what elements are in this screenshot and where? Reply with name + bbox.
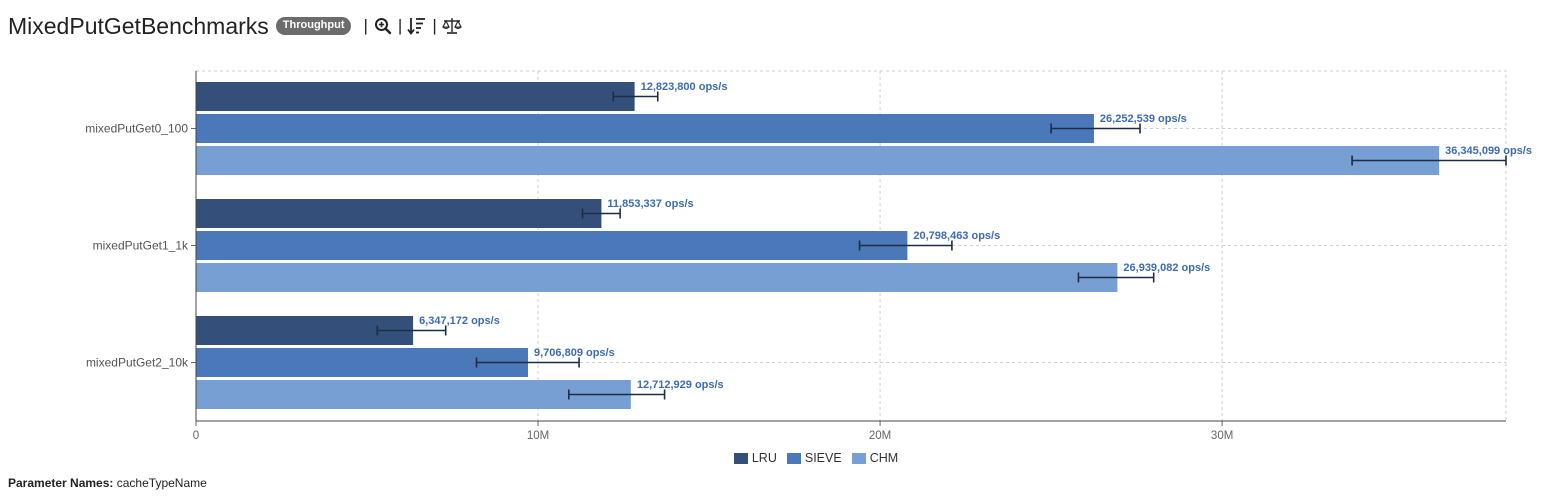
data-label: 26,939,082 ops/s xyxy=(1123,262,1210,274)
category-label: mixedPutGet0_100 xyxy=(85,122,188,136)
data-label: 36,345,099 ops/s xyxy=(1445,145,1532,157)
legend-label: LRU xyxy=(751,451,777,465)
legend-label: SIEVE xyxy=(804,451,842,465)
bar-layer xyxy=(196,82,1507,409)
chart-legend: LRU SIEVE CHM xyxy=(0,451,1545,465)
bar-lru xyxy=(196,82,635,111)
zoom-in-icon xyxy=(374,18,392,35)
parameter-names-label: Parameter Names: xyxy=(8,476,114,490)
category-label: mixedPutGet1_1k xyxy=(93,239,189,253)
legend-item-chm[interactable]: CHM xyxy=(851,451,899,465)
x-tick-label: 20M xyxy=(869,430,891,442)
legend-swatch xyxy=(786,452,801,464)
toolbar-separator: | xyxy=(397,16,403,35)
legend-item-lru[interactable]: LRU xyxy=(733,451,777,465)
sort-button[interactable] xyxy=(406,15,428,37)
data-label: 11,853,337 ops/s xyxy=(607,198,693,210)
bar-chm xyxy=(196,146,1440,175)
bar-sieve xyxy=(196,114,1094,143)
data-label: 26,252,539 ops/s xyxy=(1100,113,1187,125)
scale-balance-icon xyxy=(441,18,462,34)
sort-descending-icon xyxy=(407,18,426,35)
data-label: 9,706,809 ops/s xyxy=(534,347,615,359)
x-tick-label: 30M xyxy=(1211,430,1233,442)
data-label: 12,823,800 ops/s xyxy=(641,81,728,93)
data-label: 6,347,172 ops/s xyxy=(419,315,500,327)
bar-chm xyxy=(196,380,631,409)
bar-sieve xyxy=(196,348,529,377)
compare-button[interactable] xyxy=(441,15,463,37)
legend-item-sieve[interactable]: SIEVE xyxy=(786,451,842,465)
bar-lru xyxy=(196,199,602,228)
category-label: mixedPutGet2_10k xyxy=(86,356,189,370)
legend-label: CHM xyxy=(869,451,899,465)
bar-sieve xyxy=(196,231,908,260)
legend-swatch xyxy=(851,452,866,464)
axis-layer: 0 10M 20M 30M mixedPutGet0_100 mixedPutGet1_1… xyxy=(85,71,1506,442)
label-layer: 12,823,800 ops/s 11,853,337 ops/s 6,347,17… xyxy=(419,81,1532,391)
data-label: 20,798,463 ops/s xyxy=(913,230,1000,242)
parameter-names: Parameter Names: cacheTypeName xyxy=(8,476,207,490)
toolbar-separator: | xyxy=(432,16,437,35)
zoom-in-button[interactable] xyxy=(372,15,394,37)
data-label: 12,712,929 ops/s xyxy=(637,379,724,391)
chart-header: MixedPutGetBenchmarks Throughput | | | xyxy=(8,8,463,44)
legend-swatch xyxy=(733,452,748,464)
toolbar-separator: | xyxy=(363,16,368,35)
x-tick-label: 10M xyxy=(527,430,549,442)
bar-chm xyxy=(196,263,1118,292)
x-tick-label: 0 xyxy=(193,430,199,442)
mode-badge[interactable]: Throughput xyxy=(275,17,352,35)
parameter-names-value: cacheTypeName xyxy=(116,476,207,490)
page-title: MixedPutGetBenchmarks xyxy=(8,12,269,39)
bar-chart: 12,823,800 ops/s 11,853,337 ops/s 6,347,17… xyxy=(85,70,1532,442)
